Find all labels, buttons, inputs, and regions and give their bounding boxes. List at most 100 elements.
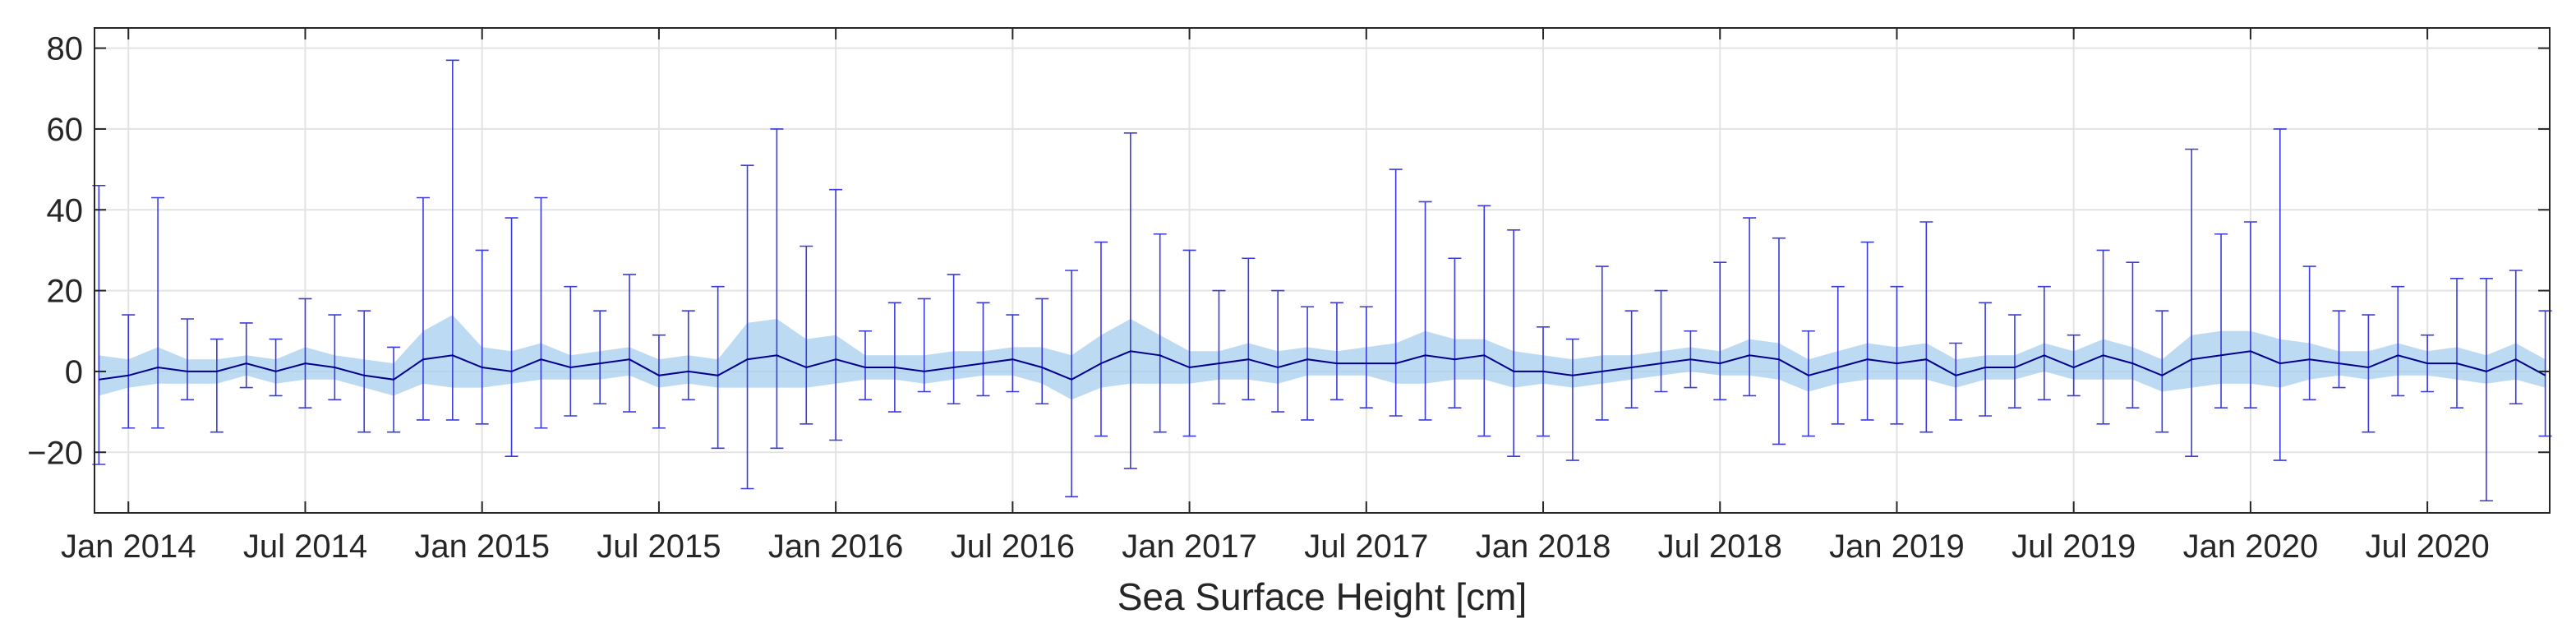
errorbar <box>593 310 607 405</box>
errorbar <box>1713 261 1727 401</box>
y-tick-label: −20 <box>27 435 83 471</box>
errorbar <box>416 196 430 421</box>
errorbar <box>829 188 843 441</box>
mean-line <box>99 350 2546 381</box>
x-tick-label: Jul 2018 <box>1658 529 1782 565</box>
errorbar <box>887 302 901 413</box>
errorbar <box>740 164 754 490</box>
errorbar <box>505 217 518 457</box>
errorbar <box>357 310 371 433</box>
errorbar <box>180 318 194 401</box>
errorbar <box>1831 285 1845 425</box>
x-tick-label: Jan 2018 <box>1476 529 1611 565</box>
axis-ticks <box>94 28 2550 513</box>
errorbar <box>1271 289 1285 413</box>
errorbar <box>1507 229 1521 457</box>
y-tick-labels: −20 0 20 40 60 80 <box>27 31 83 472</box>
errorbar <box>859 330 873 401</box>
errorbar <box>1654 289 1668 393</box>
errorbar <box>1979 302 1993 417</box>
errorbar <box>328 314 342 401</box>
errorbar <box>1418 201 1432 421</box>
errorbar <box>534 196 548 429</box>
errorbar <box>1890 285 1904 425</box>
std-band-layer <box>99 315 2546 400</box>
errorbar <box>1565 338 1579 461</box>
errorbar <box>800 245 813 425</box>
errorbar <box>475 249 489 425</box>
errorbar <box>1094 241 1108 437</box>
x-tick-label: Jul 2017 <box>1304 529 1428 565</box>
errorbar <box>239 322 253 389</box>
y-tick-label: 60 <box>47 112 84 148</box>
errorbar <box>2273 128 2287 461</box>
errorbar <box>2450 278 2464 409</box>
mean-line-layer <box>99 350 2546 381</box>
errorbar <box>2007 314 2021 409</box>
x-tick-label: Jan 2019 <box>1829 529 1965 565</box>
errorbar <box>1065 270 1079 498</box>
errorbar <box>1860 241 1874 421</box>
errorbar <box>681 310 695 401</box>
errorbar-layer <box>92 59 2552 502</box>
errorbar <box>269 338 283 397</box>
errorbar <box>1123 132 1137 469</box>
errorbar <box>917 298 931 393</box>
errorbar <box>2096 249 2110 425</box>
errorbar <box>1624 310 1638 409</box>
errorbar <box>387 346 401 433</box>
errorbar <box>1301 306 1315 421</box>
errorbar <box>976 302 990 397</box>
errorbar <box>2391 285 2405 397</box>
errorbar <box>1919 221 1933 433</box>
x-tick-label: Jul 2019 <box>2011 529 2136 565</box>
x-tick-label: Jan 2020 <box>2183 529 2319 565</box>
errorbar <box>1477 205 1491 437</box>
errorbar <box>1035 298 1049 405</box>
x-tick-labels: Jan 2014 Jul 2014 Jan 2015 Jul 2015 Jan 2016… <box>61 529 2490 565</box>
x-tick-label: Jan 2014 <box>61 529 196 565</box>
errorbar <box>2126 261 2140 409</box>
x-tick-label: Jul 2020 <box>2366 529 2490 565</box>
errorbar <box>1242 257 1256 401</box>
errorbar <box>1329 302 1343 401</box>
y-tick-label: 0 <box>65 354 83 390</box>
errorbar <box>711 285 725 450</box>
errorbar <box>1772 237 1786 445</box>
errorbar <box>947 274 961 405</box>
errorbar <box>2185 148 2199 457</box>
errorbar <box>1595 265 1609 421</box>
errorbar <box>623 274 637 413</box>
std-band <box>99 315 2546 400</box>
errorbar <box>2479 278 2493 502</box>
plot-frame <box>94 27 2551 514</box>
errorbar <box>2509 270 2523 405</box>
x-tick-label: Jan 2015 <box>414 529 550 565</box>
errorbar <box>2037 285 2051 401</box>
x-tick-label: Jan 2017 <box>1122 529 1257 565</box>
x-axis-title: Sea Surface Height [cm] <box>1117 575 1528 618</box>
errorbar <box>1006 314 1020 393</box>
errorbar <box>770 128 784 450</box>
errorbar <box>1212 289 1226 405</box>
errorbar <box>1448 257 1462 409</box>
errorbar <box>2214 233 2228 409</box>
errorbar <box>1359 306 1373 409</box>
errorbar <box>2243 221 2257 409</box>
errorbar <box>1949 342 1963 421</box>
errorbar <box>564 285 578 417</box>
errorbar <box>2302 265 2316 401</box>
errorbar <box>1153 233 1167 433</box>
x-tick-label: Jan 2016 <box>768 529 904 565</box>
errorbar <box>2067 334 2081 397</box>
errorbar <box>298 298 312 409</box>
errorbar <box>1182 249 1196 437</box>
errorbar <box>1743 217 1757 397</box>
errorbar <box>2155 310 2169 433</box>
y-tick-label: 80 <box>47 31 84 67</box>
errorbar <box>1801 330 1815 437</box>
errorbar <box>1389 168 1403 417</box>
errorbar <box>652 334 666 429</box>
errorbar <box>210 338 223 433</box>
